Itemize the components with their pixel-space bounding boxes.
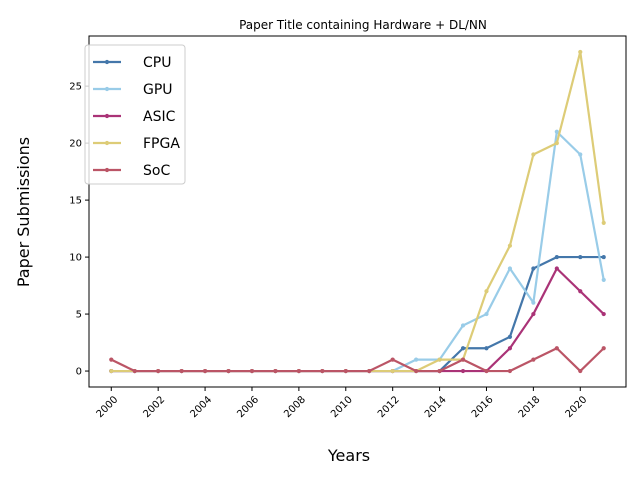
legend-item-cpu: CPU (93, 55, 171, 71)
data-point-fpga (601, 220, 606, 225)
data-point-gpu (601, 277, 606, 282)
data-point-gpu (578, 152, 583, 157)
series-line-soc (110, 347, 605, 373)
data-point-gpu (531, 300, 536, 305)
legend-marker-cpu (104, 59, 110, 65)
data-point-soc (601, 346, 606, 351)
data-point-gpu (414, 357, 419, 362)
legend-item-soc: SoC (93, 163, 170, 179)
data-point-soc (414, 368, 419, 374)
data-point-cpu (578, 254, 583, 260)
data-point-soc (249, 368, 255, 374)
data-point-asic (601, 311, 606, 317)
plot-frame (88, 35, 627, 388)
data-point-cpu (531, 266, 536, 271)
data-point-asic (554, 266, 559, 271)
legend-item-asic: ASIC (93, 109, 176, 125)
series-asic (109, 266, 606, 374)
x-tick-label: 2002 (142, 394, 168, 420)
x-tick-label: 2006 (235, 394, 261, 420)
x-tick-label: 2008 (282, 394, 308, 420)
data-point-gpu (484, 311, 489, 317)
data-point-fpga (554, 141, 559, 146)
series-line-asic (111, 267, 605, 373)
data-point-asic (507, 346, 513, 351)
data-point-soc (554, 346, 559, 351)
data-point-cpu (460, 346, 466, 351)
data-point-asic (578, 289, 583, 294)
data-point-soc (507, 368, 513, 374)
y-axis-ticks: 0 5 10 15 20 25 (69, 82, 89, 378)
legend-label-asic: ASIC (143, 109, 176, 125)
series-line-cpu (111, 255, 604, 373)
legend-label-fpga: FPGA (143, 136, 180, 152)
x-tick-label: 2012 (376, 394, 402, 420)
y-axis-title: Paper Submissions (14, 137, 33, 287)
y-tick-label: 5 (76, 310, 82, 321)
data-point-soc (296, 368, 301, 374)
data-point-soc (273, 368, 278, 374)
data-point-fpga (507, 243, 513, 248)
data-point-gpu (460, 323, 466, 328)
y-tick-label: 10 (69, 253, 82, 264)
data-point-soc (320, 368, 325, 374)
legend-marker-gpu (104, 86, 110, 92)
legend-box (84, 44, 186, 185)
data-point-soc (179, 368, 184, 374)
chart-title: Paper Title containing Hardware + DL/NN (239, 18, 487, 32)
legend-marker-soc (104, 167, 110, 173)
y-tick-label: 15 (69, 196, 82, 207)
y-tick-label: 25 (69, 82, 82, 93)
data-point-fpga (484, 289, 489, 294)
legend-item-fpga: FPGA (93, 136, 180, 152)
data-point-fpga (531, 152, 536, 157)
data-point-soc (460, 357, 466, 362)
data-point-gpu (507, 266, 513, 271)
x-tick-label: 2010 (329, 394, 355, 420)
legend-label-gpu: GPU (143, 82, 173, 98)
data-point-soc (109, 357, 114, 362)
legend-marker-fpga (104, 140, 110, 146)
y-tick-label: 0 (76, 367, 82, 378)
legend: CPU GPU ASIC FPGA SoC (84, 44, 186, 185)
data-point-fpga (578, 49, 583, 55)
legend-marker-asic (104, 113, 110, 119)
x-tick-label: 2014 (423, 394, 449, 420)
data-point-soc (367, 368, 372, 374)
data-point-fpga (437, 357, 442, 362)
y-tick-label: 20 (69, 139, 82, 150)
series-soc (109, 346, 606, 374)
legend-label-soc: SoC (143, 163, 170, 179)
data-point-soc (578, 368, 583, 374)
x-tick-label: 2020 (564, 394, 590, 420)
data-point-soc (132, 368, 137, 374)
data-point-cpu (554, 254, 559, 260)
data-point-cpu (601, 254, 606, 260)
data-point-soc (437, 368, 442, 374)
data-point-cpu (484, 346, 489, 351)
legend-label-cpu: CPU (143, 55, 171, 71)
data-point-asic (460, 368, 466, 374)
data-point-fpga (109, 368, 114, 374)
data-point-soc (156, 368, 161, 374)
x-axis-ticks: 2000 2002 2004 2006 2008 2010 2012 2014 2016 2018… (95, 387, 590, 420)
data-point-soc (484, 368, 489, 374)
data-point-fpga (390, 368, 395, 374)
data-point-soc (531, 357, 536, 362)
x-tick-label: 2018 (517, 394, 543, 420)
x-tick-label: 2000 (95, 394, 121, 420)
legend-item-gpu: GPU (93, 82, 173, 98)
x-axis-title: Years (327, 446, 370, 465)
data-point-asic (531, 311, 536, 317)
data-point-gpu (554, 129, 559, 134)
data-point-soc (390, 357, 395, 362)
data-point-cpu (507, 334, 513, 339)
x-tick-label: 2016 (470, 394, 496, 420)
data-point-soc (226, 368, 231, 374)
x-tick-label: 2004 (188, 394, 214, 420)
data-point-soc (343, 368, 348, 374)
data-point-soc (202, 368, 208, 374)
series-lines (109, 49, 606, 374)
